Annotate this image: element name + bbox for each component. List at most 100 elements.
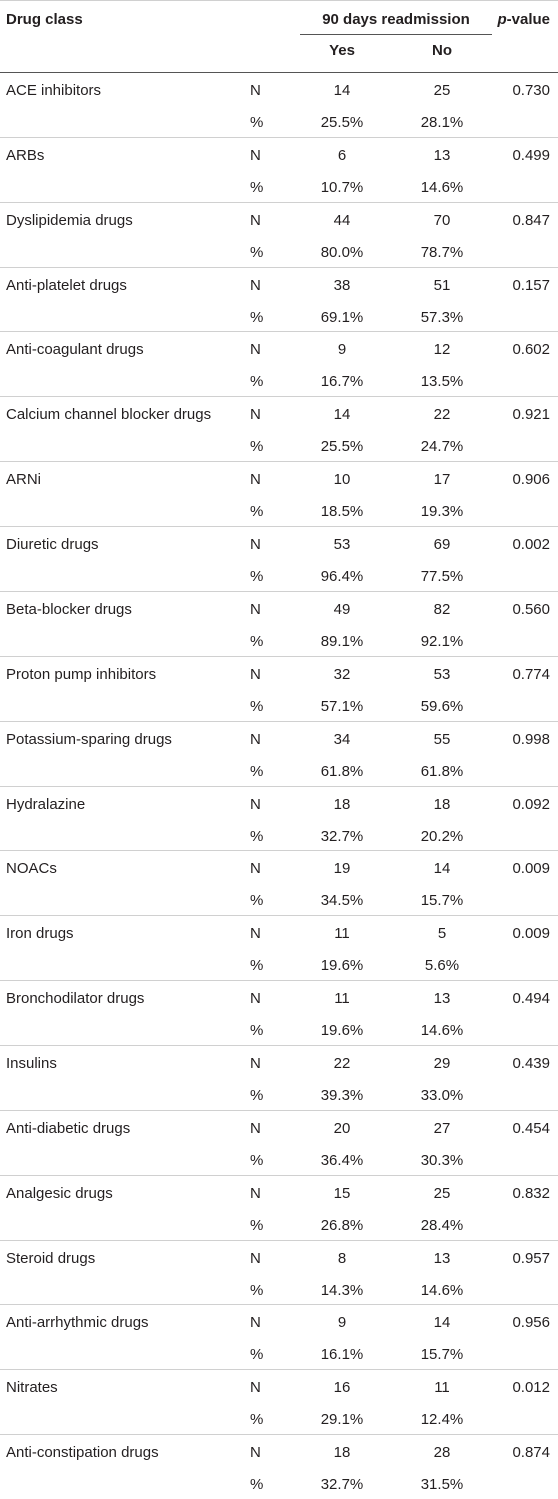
pct-label: % bbox=[250, 308, 264, 326]
row-rule bbox=[0, 785, 558, 787]
yes-count: 34 bbox=[333, 730, 351, 748]
yes-count: 53 bbox=[333, 536, 351, 554]
pct-label: % bbox=[250, 178, 264, 196]
no-count: 27 bbox=[433, 1119, 451, 1137]
yes-count: 18 bbox=[333, 1444, 351, 1462]
yes-percent: 96.4% bbox=[320, 568, 364, 586]
pct-label: % bbox=[250, 568, 264, 586]
p-value: 0.847 bbox=[512, 211, 550, 229]
header-p-value: p-value bbox=[497, 11, 550, 29]
header-drug-class: Drug class bbox=[6, 11, 83, 28]
no-percent: 31.5% bbox=[420, 1476, 464, 1494]
yes-count: 11 bbox=[334, 925, 350, 943]
yes-count: 18 bbox=[333, 795, 351, 813]
yes-count: 16 bbox=[333, 1379, 351, 1397]
no-percent: 12.4% bbox=[420, 1411, 464, 1429]
row-rule bbox=[0, 266, 558, 268]
no-percent: 24.7% bbox=[420, 438, 464, 456]
yes-percent: 26.8% bbox=[320, 1216, 364, 1234]
pct-label: % bbox=[250, 1086, 264, 1104]
no-percent: 19.3% bbox=[420, 503, 464, 521]
row-rule bbox=[0, 1044, 558, 1046]
n-label: N bbox=[250, 536, 261, 554]
n-label: N bbox=[250, 1054, 261, 1072]
no-count: 53 bbox=[433, 665, 451, 683]
drug-class: Anti-platelet drugs bbox=[6, 276, 127, 294]
yes-percent: 19.6% bbox=[320, 957, 364, 975]
pct-label: % bbox=[250, 1216, 264, 1234]
no-percent: 61.8% bbox=[420, 762, 464, 780]
row-rule bbox=[0, 1304, 558, 1306]
n-label: N bbox=[250, 276, 261, 294]
p-value: 0.009 bbox=[512, 925, 550, 943]
yes-count: 15 bbox=[333, 1184, 351, 1202]
header-value: -value bbox=[506, 11, 550, 28]
yes-count: 20 bbox=[333, 1119, 351, 1137]
row-rule bbox=[0, 136, 558, 138]
yes-count: 32 bbox=[333, 665, 351, 683]
drug-class: ACE inhibitors bbox=[6, 82, 102, 99]
pct-label: % bbox=[250, 1411, 264, 1429]
yes-percent: 57.1% bbox=[320, 697, 364, 715]
no-count: 14 bbox=[433, 1314, 451, 1332]
n-label: N bbox=[250, 990, 261, 1008]
header-no: No bbox=[432, 42, 452, 59]
n-label: N bbox=[250, 406, 261, 424]
p-value: 0.774 bbox=[512, 665, 550, 683]
pct-label: % bbox=[250, 1151, 264, 1169]
row-rule bbox=[0, 461, 558, 463]
yes-percent: 34.5% bbox=[320, 892, 364, 910]
header-readmission: 90 days readmission bbox=[322, 11, 470, 28]
p-value: 0.454 bbox=[512, 1119, 550, 1137]
pct-label: % bbox=[250, 503, 264, 521]
yes-percent: 25.5% bbox=[320, 114, 364, 131]
no-percent: 28.1% bbox=[420, 114, 464, 131]
yes-count: 22 bbox=[333, 1054, 351, 1072]
no-count: 13 bbox=[433, 146, 451, 164]
yes-count: 44 bbox=[333, 211, 351, 229]
top-rule bbox=[0, 0, 558, 1]
p-value: 0.832 bbox=[512, 1184, 550, 1202]
drug-class: Steroid drugs bbox=[6, 1249, 96, 1267]
n-label: N bbox=[250, 211, 261, 229]
yes-count: 49 bbox=[333, 600, 351, 618]
row-rule bbox=[0, 915, 558, 917]
drug-class: Anti-arrhythmic drugs bbox=[6, 1314, 149, 1332]
pct-label: % bbox=[250, 632, 264, 650]
p-value: 0.012 bbox=[512, 1379, 550, 1397]
yes-percent: 61.8% bbox=[320, 762, 364, 780]
no-percent: 13.5% bbox=[420, 373, 464, 391]
yes-percent: 16.7% bbox=[320, 373, 364, 391]
yes-count: 14 bbox=[333, 406, 351, 424]
p-value: 0.499 bbox=[512, 146, 550, 164]
n-label: N bbox=[250, 1184, 261, 1202]
no-percent: 15.7% bbox=[420, 1346, 464, 1364]
pct-label: % bbox=[250, 827, 264, 845]
pct-label: % bbox=[250, 438, 264, 456]
yes-percent: 25.5% bbox=[320, 438, 364, 456]
yes-percent: 39.3% bbox=[320, 1086, 364, 1104]
header-p: p bbox=[497, 11, 507, 28]
n-label: N bbox=[250, 665, 261, 683]
yes-percent: 19.6% bbox=[320, 1022, 364, 1040]
pct-label: % bbox=[250, 1022, 264, 1040]
yes-percent: 14.3% bbox=[320, 1281, 364, 1299]
no-percent: 20.2% bbox=[420, 827, 464, 845]
row-rule bbox=[0, 1174, 558, 1176]
yes-count: 9 bbox=[337, 341, 347, 359]
n-label: N bbox=[250, 82, 261, 99]
row-rule bbox=[0, 850, 558, 852]
no-count: 55 bbox=[433, 730, 451, 748]
row-rule bbox=[0, 655, 558, 657]
n-label: N bbox=[250, 146, 261, 164]
no-count: 13 bbox=[433, 1249, 451, 1267]
p-value: 0.956 bbox=[512, 1314, 550, 1332]
yes-percent: 36.4% bbox=[320, 1151, 364, 1169]
no-count: 25 bbox=[433, 1184, 451, 1202]
no-percent: 14.6% bbox=[420, 1022, 464, 1040]
no-count: 13 bbox=[433, 990, 451, 1008]
yes-percent: 32.7% bbox=[320, 827, 364, 845]
pct-label: % bbox=[250, 243, 264, 261]
drug-class: Calcium channel blocker drugs bbox=[6, 406, 212, 424]
